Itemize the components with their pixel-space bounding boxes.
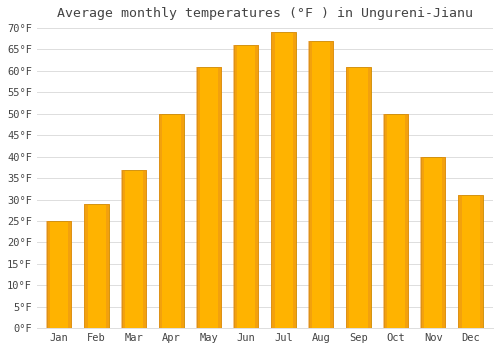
Bar [271,32,274,328]
Bar [196,66,200,328]
Bar [46,221,50,328]
Bar [346,66,350,328]
Bar [160,114,184,328]
Bar [308,41,312,328]
Bar [458,195,483,328]
Bar [158,114,162,328]
Bar [292,32,296,328]
Bar [384,114,408,328]
Bar [383,114,386,328]
Bar [106,204,110,328]
Title: Average monthly temperatures (°F ) in Ungureni-Jianu: Average monthly temperatures (°F ) in Un… [57,7,473,20]
Bar [480,195,484,328]
Bar [68,221,72,328]
Bar [47,221,72,328]
Bar [442,157,446,328]
Bar [122,169,146,328]
Bar [368,66,371,328]
Bar [234,45,237,328]
Bar [84,204,109,328]
Bar [218,66,222,328]
Bar [309,41,333,328]
Bar [84,204,87,328]
Bar [143,169,147,328]
Bar [346,66,370,328]
Bar [256,45,259,328]
Bar [234,45,258,328]
Bar [272,32,296,328]
Bar [458,195,462,328]
Bar [196,66,221,328]
Bar [405,114,408,328]
Bar [420,157,424,328]
Bar [330,41,334,328]
Bar [421,157,446,328]
Bar [180,114,184,328]
Bar [122,169,125,328]
